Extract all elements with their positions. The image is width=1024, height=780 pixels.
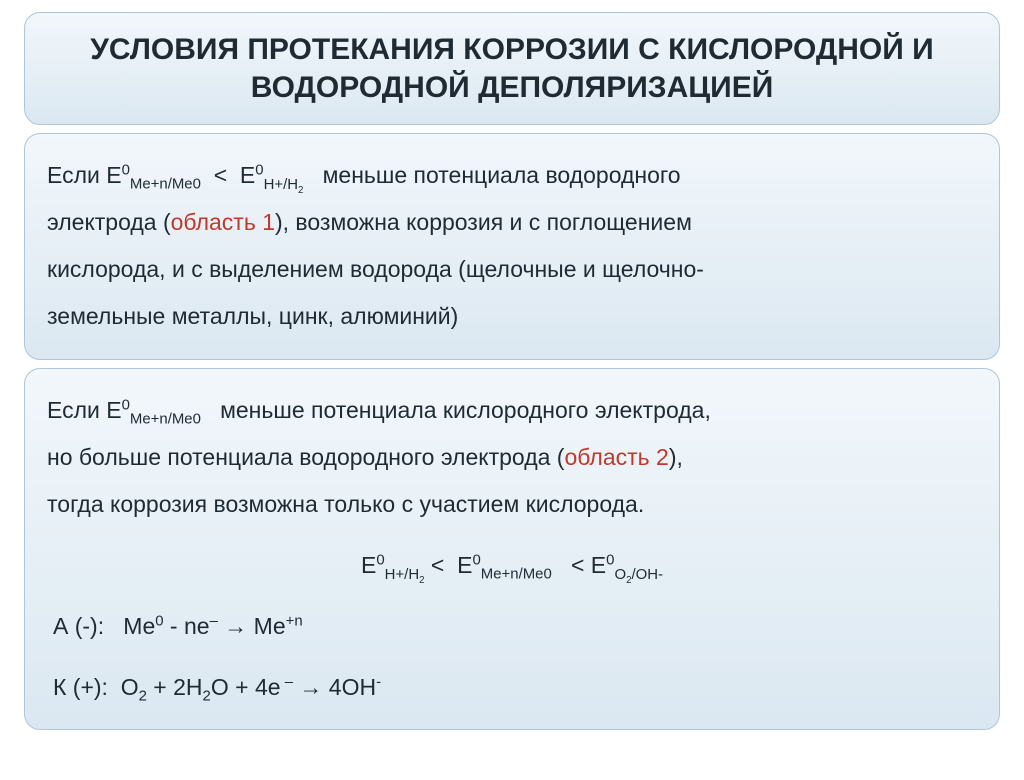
txt: кислорода, и с выделением водорода (щело… (47, 256, 704, 282)
sub: H+/H (385, 566, 419, 583)
sup: – (210, 612, 218, 629)
sup: – (281, 674, 293, 691)
sub2: 2 (419, 575, 424, 586)
txt: → 4OH (293, 674, 376, 700)
title-panel: УСЛОВИЯ ПРОТЕКАНИЯ КОРРОЗИИ С КИСЛОРОДНО… (24, 12, 1000, 125)
sup: 0 (472, 551, 480, 568)
sub: 2 (139, 688, 147, 705)
txt: ), (669, 444, 683, 470)
sub: /OH- (631, 566, 663, 583)
lt: < (214, 162, 227, 188)
panel1-text: Если E0Me+n/Me0 < E0H+/H2 меньше потенци… (47, 152, 977, 341)
region-2-label: область 2 (564, 444, 668, 470)
cathode-equation: К (+): O2 + 2H2O + 4e – → 4OH- (53, 664, 977, 711)
sup: 0 (255, 161, 263, 178)
sup: 0 (155, 612, 163, 629)
sub: H+/H (264, 176, 298, 193)
txt: Если E (47, 162, 122, 188)
inequality-formula: E0H+/H2 < E0Me+n/Me0 < E0O2/OH- (47, 542, 977, 589)
anode-equation: А (-): Me0 - ne– → Me+n (53, 603, 977, 650)
sup: - (376, 674, 381, 691)
sup: 0 (122, 396, 130, 413)
txt: - ne (164, 613, 210, 639)
txt: E (361, 552, 376, 578)
txt: земельные металлы, цинк, алюминий) (47, 303, 458, 329)
txt: O (121, 674, 139, 700)
sub: Me+n/Me0 (481, 566, 552, 583)
label: А (-): (53, 613, 104, 639)
region-1-label: область 1 (171, 209, 275, 235)
sup: 0 (122, 161, 130, 178)
txt: → Me (218, 613, 286, 639)
txt: E (457, 552, 472, 578)
txt: + 2H (147, 674, 203, 700)
sub: O (614, 566, 626, 583)
panel-region-2: Если E0Me+n/Me0 меньше потенциала кислор… (24, 368, 1000, 731)
txt: электрода ( (47, 209, 171, 235)
panel-region-1: Если E0Me+n/Me0 < E0H+/H2 меньше потенци… (24, 133, 1000, 360)
sup: 0 (376, 551, 384, 568)
txt: меньше потенциала водородного (323, 162, 681, 188)
panel2-text: Если E0Me+n/Me0 меньше потенциала кислор… (47, 387, 977, 712)
txt: Если E (47, 397, 122, 423)
txt: O + 4e (211, 674, 281, 700)
lt: < (431, 552, 444, 578)
sub: 2 (203, 688, 211, 705)
page-title: УСЛОВИЯ ПРОТЕКАНИЯ КОРРОЗИИ С КИСЛОРОДНО… (41, 31, 983, 106)
txt: меньше потенциала кислородного электрода… (220, 397, 711, 423)
txt: но больше потенциала водородного электро… (47, 444, 564, 470)
sub: Me+n/Me0 (130, 176, 201, 193)
txt: E (240, 162, 255, 188)
txt: тогда коррозия возможна только с участие… (47, 491, 644, 517)
sub: Me+n/Me0 (130, 410, 201, 427)
lt: < (571, 552, 584, 578)
label: К (+): (53, 674, 108, 700)
txt: Me (123, 613, 155, 639)
sup: +n (286, 612, 303, 629)
txt: E (591, 552, 606, 578)
txt: ), возможна коррозия и с поглощением (275, 209, 692, 235)
sub2: 2 (298, 185, 303, 196)
